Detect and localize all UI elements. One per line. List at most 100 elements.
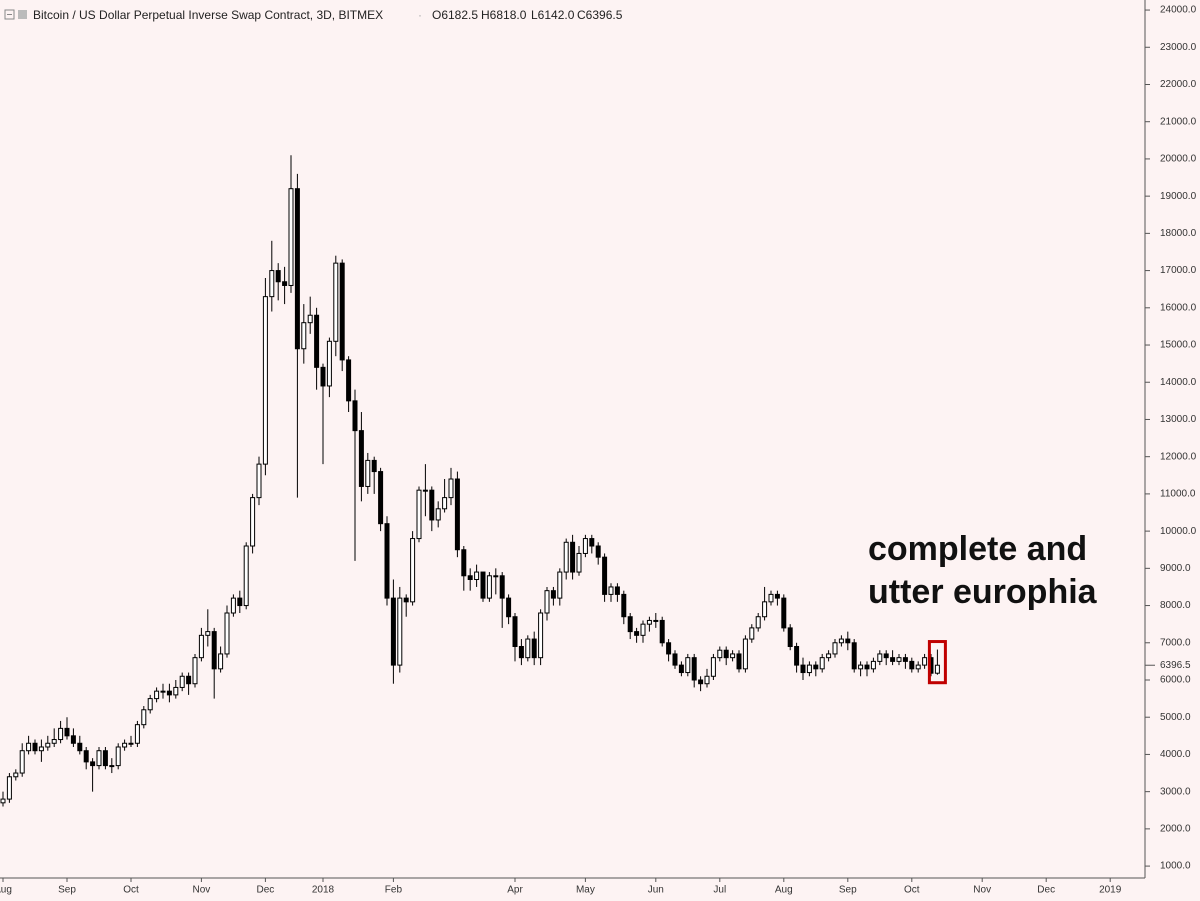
candle-body	[58, 727, 64, 741]
candle-body	[371, 459, 377, 473]
candle-body	[333, 262, 339, 342]
ohlc-close: C6396.5	[577, 8, 623, 22]
candle-body	[448, 478, 454, 499]
candle-body	[762, 601, 768, 618]
y-tick-label: 22000.0	[1160, 79, 1197, 90]
candle-body	[64, 727, 70, 737]
candle-body	[691, 657, 697, 681]
y-tick-label: 21000.0	[1160, 116, 1197, 127]
symbol-icon	[18, 10, 27, 19]
candle-body	[627, 616, 633, 633]
candle-body	[435, 508, 441, 521]
candle-body	[755, 616, 761, 629]
y-tick-label: 7000.0	[1160, 637, 1191, 648]
candle-body	[96, 750, 102, 767]
candle-body	[864, 664, 870, 670]
candle-body	[845, 638, 851, 644]
candle-body	[173, 686, 179, 696]
candle-body	[32, 742, 38, 752]
y-tick-label: 6000.0	[1160, 675, 1191, 686]
y-tick-label: 1000.0	[1160, 861, 1191, 872]
candle-body	[390, 597, 396, 666]
y-tick-label: 14000.0	[1160, 377, 1197, 388]
candle-body	[147, 698, 153, 711]
candle-body	[890, 657, 896, 662]
candle-body	[26, 742, 32, 752]
candle-body	[45, 742, 51, 748]
ohlc-low: L6142.0	[531, 8, 575, 22]
candle-body	[442, 497, 448, 510]
candle-body	[403, 597, 409, 603]
candle-body	[749, 627, 755, 640]
candle-body	[294, 188, 300, 350]
separator: ·	[418, 8, 422, 22]
candle-body	[704, 675, 710, 685]
candle-body	[109, 765, 115, 768]
x-tick-label: Sep	[839, 885, 857, 896]
candle-body	[243, 545, 249, 607]
candle-body	[461, 549, 467, 577]
candle-body	[582, 538, 588, 554]
candle-body	[922, 657, 928, 666]
candle-body	[550, 590, 556, 599]
candle-body	[301, 322, 307, 350]
candle-body	[352, 400, 358, 432]
candle-body	[653, 619, 659, 622]
candle-body	[38, 746, 44, 752]
candle-body	[851, 642, 857, 670]
candle-body	[570, 541, 576, 573]
candle-body	[397, 597, 403, 666]
x-tick-label: 2018	[312, 885, 335, 896]
x-tick-label: Oct	[904, 885, 920, 896]
candle-body	[730, 653, 736, 659]
candle-body	[0, 798, 6, 804]
x-tick-label: Aug	[775, 885, 793, 896]
candle-body	[531, 638, 537, 659]
candle-body	[493, 575, 499, 578]
chart-title: Bitcoin / US Dollar Perpetual Inverse Sw…	[33, 8, 383, 22]
x-tick-label: May	[576, 885, 595, 896]
y-tick-label: 19000.0	[1160, 191, 1197, 202]
candle-body	[717, 649, 723, 659]
candle-body	[416, 489, 422, 540]
candle-body	[589, 538, 595, 547]
candle-body	[320, 366, 326, 387]
candle-body	[902, 657, 908, 662]
candle-body	[698, 679, 704, 685]
candle-body	[538, 612, 544, 659]
candle-body	[576, 552, 582, 573]
candle-body	[858, 664, 864, 670]
collapse-icon[interactable]	[4, 9, 15, 20]
x-tick-label: Feb	[385, 885, 403, 896]
candle-body	[454, 478, 460, 551]
candle-body	[506, 597, 512, 618]
candle-body	[237, 597, 243, 607]
candle-body	[666, 642, 672, 655]
candle-body	[614, 586, 620, 595]
candle-body	[819, 657, 825, 670]
candle-body	[19, 750, 25, 774]
x-tick-label: Nov	[973, 885, 991, 896]
candle-body	[378, 471, 384, 525]
candle-body	[141, 709, 147, 726]
annotation: complete and	[868, 530, 1087, 568]
candle-body	[365, 459, 371, 487]
x-tick-label: Aug	[0, 885, 12, 896]
candle-body	[832, 642, 838, 655]
x-tick-label: Sep	[58, 885, 76, 896]
y-tick-label: 17000.0	[1160, 265, 1197, 276]
candle-body	[467, 575, 473, 581]
candle-body	[883, 653, 889, 659]
candle-body	[608, 586, 614, 595]
y-tick-label: 20000.0	[1160, 154, 1197, 165]
candle-body	[166, 690, 172, 696]
candle-body	[192, 657, 198, 685]
highlight-box	[927, 640, 947, 685]
candle-body	[486, 575, 492, 599]
candle-body	[326, 340, 332, 387]
x-tick-label: Nov	[193, 885, 211, 896]
x-tick-label: Dec	[257, 885, 275, 896]
candle-body	[422, 489, 428, 492]
annotation: utter europhia	[868, 573, 1098, 611]
y-tick-label: 3000.0	[1160, 786, 1191, 797]
